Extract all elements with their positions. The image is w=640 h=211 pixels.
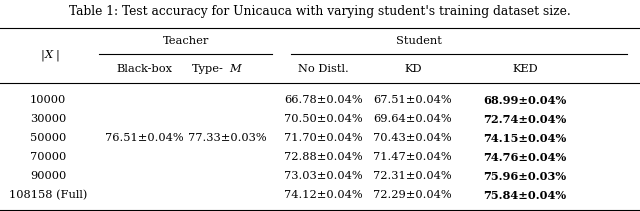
Text: 30000: 30000 [30, 114, 66, 124]
Text: X: X [45, 50, 53, 60]
Text: Table 1: Test accuracy for Unicauca with varying student's training dataset size: Table 1: Test accuracy for Unicauca with… [69, 5, 571, 18]
Text: 70.43±0.04%: 70.43±0.04% [374, 133, 452, 143]
Text: Type-: Type- [192, 64, 224, 74]
Text: 50000: 50000 [30, 133, 66, 143]
Text: 74.76±0.04%: 74.76±0.04% [483, 152, 566, 163]
Text: 75.84±0.04%: 75.84±0.04% [483, 190, 566, 201]
Text: 10000: 10000 [30, 95, 66, 105]
Text: 73.03±0.04%: 73.03±0.04% [284, 171, 362, 181]
Text: No Distl.: No Distl. [298, 64, 349, 74]
Text: Student: Student [396, 36, 442, 46]
Text: 71.47±0.04%: 71.47±0.04% [374, 152, 452, 162]
Text: 74.15±0.04%: 74.15±0.04% [483, 133, 566, 144]
Text: KD: KD [404, 64, 422, 74]
Text: 70000: 70000 [30, 152, 66, 162]
Text: Black-box: Black-box [116, 64, 172, 74]
Text: |: | [56, 49, 60, 61]
Text: 108158 (Full): 108158 (Full) [9, 190, 87, 200]
Text: KED: KED [512, 64, 538, 74]
Text: 68.99±0.04%: 68.99±0.04% [483, 95, 566, 106]
Text: M: M [230, 64, 241, 74]
Text: 67.51±0.04%: 67.51±0.04% [374, 95, 452, 105]
Text: 77.33±0.03%: 77.33±0.03% [188, 133, 266, 143]
Text: 72.29±0.04%: 72.29±0.04% [374, 190, 452, 200]
Text: 71.70±0.04%: 71.70±0.04% [284, 133, 362, 143]
Text: 72.31±0.04%: 72.31±0.04% [374, 171, 452, 181]
Text: 72.88±0.04%: 72.88±0.04% [284, 152, 362, 162]
Text: 76.51±0.04%: 76.51±0.04% [105, 133, 183, 143]
Text: 75.96±0.03%: 75.96±0.03% [483, 171, 566, 182]
Text: 72.74±0.04%: 72.74±0.04% [483, 114, 566, 125]
Text: 70.50±0.04%: 70.50±0.04% [284, 114, 362, 124]
Text: 90000: 90000 [30, 171, 66, 181]
Text: Teacher: Teacher [163, 36, 209, 46]
Text: |: | [41, 49, 45, 61]
Text: 69.64±0.04%: 69.64±0.04% [374, 114, 452, 124]
Text: 74.12±0.04%: 74.12±0.04% [284, 190, 362, 200]
Text: 66.78±0.04%: 66.78±0.04% [284, 95, 362, 105]
